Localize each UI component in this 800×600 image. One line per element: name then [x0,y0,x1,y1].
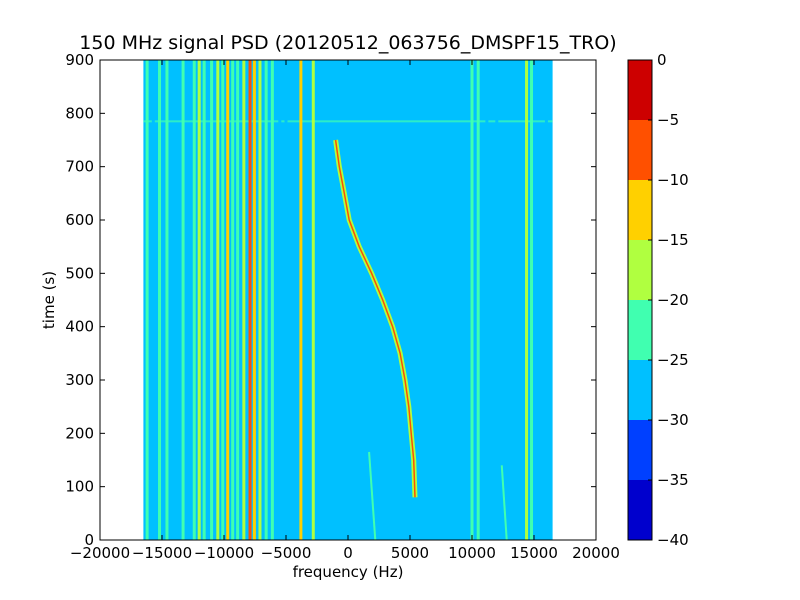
stationary-line [165,60,169,540]
stationary-line [284,60,288,540]
colorbar-tick-label: −15 [657,231,689,249]
x-tick-label: 15000 [510,544,558,562]
stationary-line [210,60,214,540]
stationary-line [299,60,303,540]
stationary-line [231,60,235,540]
y-axis: 0 100 200 300 400 500 600 700 800 900 [65,51,596,549]
y-tick-label: 100 [65,478,94,496]
y-tick-label: 0 [84,531,94,549]
colorbar-swatch [628,180,652,240]
stationary-line [476,60,480,540]
x-tick-label: 0 [343,544,353,562]
stationary-line [192,60,196,540]
y-tick-label: 500 [65,264,94,282]
x-tick-label: 20000 [572,544,620,562]
plot-area: −20000 −15000 −10000 −5000 0 5000 10000 15000 20… [65,51,620,562]
stationary-line [236,60,240,540]
stationary-line [495,60,499,540]
stationary-line [242,60,246,540]
stationary-line [311,60,315,540]
colorbar-swatch [628,300,652,360]
y-tick-label: 200 [65,424,94,442]
colorbar: −40 −35 −30 −25 −20 −15 −10 −5 0 [627,51,689,549]
x-tick-label: −5000 [261,544,312,562]
x-tick-label: 5000 [391,544,429,562]
y-tick-label: 900 [65,51,94,69]
y-tick-label: 300 [65,371,94,389]
stationary-line [197,60,201,540]
colorbar-tick-label: −35 [657,471,689,489]
stationary-line [258,60,262,540]
y-tick-label: 600 [65,211,94,229]
stationary-line [485,60,489,540]
faint-track [500,465,508,541]
x-tick-label: 10000 [448,544,496,562]
stationary-line [544,60,548,540]
chart-title: 150 MHz signal PSD (20120512_063756_DMSP… [79,32,616,54]
doppler-track [334,139,416,498]
stationary-line [278,60,282,540]
stationary-line [202,60,206,540]
colorbar-swatch [628,60,652,120]
colorbar-tick-label: −30 [657,411,689,429]
stationary-line [216,60,220,540]
stationary-line [264,60,268,540]
colorbar-swatch [628,480,652,540]
stationary-line [221,60,225,540]
x-axis: −20000 −15000 −10000 −5000 0 5000 10000 15000 20… [70,60,620,562]
stationary-line [248,60,252,540]
y-axis-label: time (s) [40,271,58,329]
colorbar-swatch [628,420,652,480]
colorbar-tick-label: 0 [657,51,667,69]
heatmap [143,60,553,541]
colorbar-tick-label: −40 [657,531,689,549]
colorbar-swatch [628,240,652,300]
stationary-line [252,60,256,540]
horizontal-band [143,120,553,123]
stationary-line [270,60,274,540]
colorbar-tick-label: −10 [657,171,689,189]
colorbar-swatch [628,360,652,420]
stationary-line [226,60,230,540]
stationary-line [158,60,162,540]
stationary-line [145,60,149,540]
colorbar-swatch [628,120,652,180]
stationary-line [525,60,529,540]
colorbar-tick-label: −25 [657,351,689,369]
colorbar-tick-label: −5 [657,111,679,129]
stationary-line [181,60,185,540]
colorbar-tick-label: −20 [657,291,689,309]
x-tick-label: −20000 [70,544,130,562]
x-tick-label: −10000 [194,544,254,562]
y-tick-label: 400 [65,318,94,336]
y-tick-label: 700 [65,158,94,176]
stationary-line [151,60,155,540]
faint-track [368,451,377,541]
x-tick-label: −15000 [132,544,192,562]
y-tick-label: 800 [65,104,94,122]
stationary-line [530,60,534,540]
x-axis-label: frequency (Hz) [293,563,404,581]
stationary-line [470,60,474,540]
